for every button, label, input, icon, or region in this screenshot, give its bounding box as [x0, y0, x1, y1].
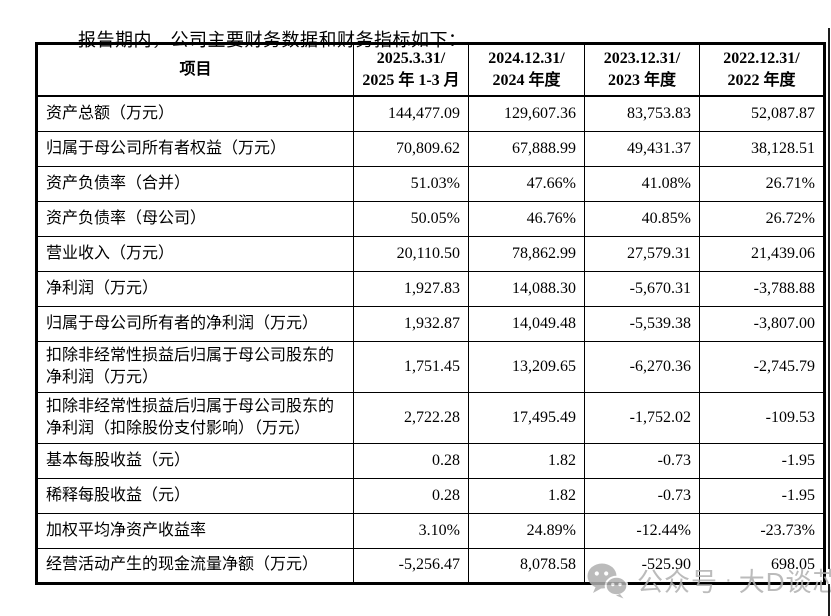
row-label: 基本每股收益（元）: [36, 442, 354, 479]
row-value: 1.82: [468, 477, 585, 514]
row-value: 26.71%: [699, 165, 825, 202]
row-label: 归属于母公司所有者权益（万元）: [36, 130, 354, 167]
row-value: 13,209.65: [468, 340, 585, 393]
header-period-2022: 2022.12.31/ 2022 年度: [699, 43, 825, 97]
table-body: 资产总额（万元） 144,477.09 129,607.36 83,753.83 52,…: [36, 95, 825, 584]
row-value: 1,927.83: [353, 270, 469, 307]
table-row: 归属于母公司所有者的净利润（万元） 1,932.87 14,049.48 -5,539…: [36, 305, 825, 342]
row-value: 14,049.48: [468, 305, 585, 342]
row-value: -3,807.00: [699, 305, 825, 342]
header-period-line1: 2025.3.31/: [376, 50, 446, 68]
page-edge-artifact: [828, 28, 830, 569]
table-row: 净利润（万元） 1,927.83 14,088.30 -5,670.31 -3,788.…: [36, 270, 825, 307]
row-label: 资产负债率（母公司）: [36, 200, 354, 237]
row-value: 2,722.28: [353, 391, 469, 444]
row-label: 资产总额（万元）: [36, 95, 354, 132]
row-label: 稀释每股收益（元）: [36, 477, 354, 514]
row-value: -0.73: [584, 477, 700, 514]
row-value: 20,110.50: [353, 235, 469, 272]
row-value: 51.03%: [353, 165, 469, 202]
header-item: 项目: [36, 43, 354, 97]
financial-table: 项目 2025.3.31/ 2025 年 1-3 月 2024.12.31/ 2…: [35, 42, 826, 585]
row-label: 净利润（万元）: [36, 270, 354, 307]
row-value: 0.28: [353, 477, 469, 514]
header-period-line2: 2025 年 1-3 月: [362, 72, 460, 89]
row-value: -0.73: [584, 442, 700, 479]
row-value: -525.90: [584, 547, 700, 584]
header-period-2023: 2023.12.31/ 2023 年度: [584, 43, 700, 97]
row-value: -5,670.31: [584, 270, 700, 307]
header-period-line1: 2022.12.31/: [723, 50, 800, 68]
row-value: -1,752.02: [584, 391, 700, 444]
table-row: 资产负债率（母公司） 50.05% 46.76% 40.85% 26.72%: [36, 200, 825, 237]
row-value: -12.44%: [584, 512, 700, 549]
row-value: 27,579.31: [584, 235, 700, 272]
row-value: -5,539.38: [584, 305, 700, 342]
row-label: 归属于母公司所有者的净利润（万元）: [36, 305, 354, 342]
row-value: 3.10%: [353, 512, 469, 549]
row-value: -3,788.88: [699, 270, 825, 307]
table-row: 归属于母公司所有者权益（万元） 70,809.62 67,888.99 49,431.…: [36, 130, 825, 167]
header-period-2024: 2024.12.31/ 2024 年度: [468, 43, 585, 97]
row-label: 经营活动产生的现金流量净额（万元）: [36, 547, 354, 584]
row-value: 698.05: [699, 547, 825, 584]
table-row: 营业收入（万元） 20,110.50 78,862.99 27,579.31 21,43…: [36, 235, 825, 272]
row-value: 46.76%: [468, 200, 585, 237]
row-value: 47.66%: [468, 165, 585, 202]
row-value: 49,431.37: [584, 130, 700, 167]
header-period-line2: 2024 年度: [492, 72, 561, 89]
table-row: 扣除非经常性损益后归属于母公司股东的净利润（万元） 1,751.45 13,209.…: [36, 340, 825, 393]
row-value: -1.95: [699, 477, 825, 514]
row-label: 扣除非经常性损益后归属于母公司股东的净利润（万元）: [36, 340, 354, 393]
row-label: 加权平均净资产收益率: [36, 512, 354, 549]
table-row: 稀释每股收益（元） 0.28 1.82 -0.73 -1.95: [36, 477, 825, 514]
row-value: 144,477.09: [353, 95, 469, 132]
row-value: 1,751.45: [353, 340, 469, 393]
header-period-2025q1: 2025.3.31/ 2025 年 1-3 月: [353, 43, 469, 97]
row-value: 1,932.87: [353, 305, 469, 342]
row-value: 38,128.51: [699, 130, 825, 167]
row-value: 1.82: [468, 442, 585, 479]
table-row: 加权平均净资产收益率 3.10% 24.89% -12.44% -23.73%: [36, 512, 825, 549]
row-value: -6,270.36: [584, 340, 700, 393]
table-row: 扣除非经常性损益后归属于母公司股东的净利润（扣除股份支付影响）（万元） 2,722…: [36, 391, 825, 444]
row-value: 129,607.36: [468, 95, 585, 132]
row-label: 营业收入（万元）: [36, 235, 354, 272]
header-period-line2: 2022 年度: [727, 72, 796, 89]
page-edge-artifact: [828, 584, 830, 616]
row-value: 52,087.87: [699, 95, 825, 132]
table-row: 资产负债率（合并） 51.03% 47.66% 41.08% 26.71%: [36, 165, 825, 202]
row-value: 41.08%: [584, 165, 700, 202]
row-value: -1.95: [699, 442, 825, 479]
row-value: -2,745.79: [699, 340, 825, 393]
table-header-row: 项目 2025.3.31/ 2025 年 1-3 月 2024.12.31/ 2…: [36, 43, 825, 97]
table-row: 资产总额（万元） 144,477.09 129,607.36 83,753.83 52,…: [36, 95, 825, 132]
row-value: 78,862.99: [468, 235, 585, 272]
row-label: 扣除非经常性损益后归属于母公司股东的净利润（扣除股份支付影响）（万元）: [36, 391, 354, 444]
table-row: 经营活动产生的现金流量净额（万元） -5,256.47 8,078.58 -525.9…: [36, 547, 825, 584]
header-period-line1: 2024.12.31/: [488, 50, 565, 68]
row-value: 50.05%: [353, 200, 469, 237]
row-value: 0.28: [353, 442, 469, 479]
row-value: 14,088.30: [468, 270, 585, 307]
table-row: 基本每股收益（元） 0.28 1.82 -0.73 -1.95: [36, 442, 825, 479]
row-value: 8,078.58: [468, 547, 585, 584]
row-value: -5,256.47: [353, 547, 469, 584]
row-value: 17,495.49: [468, 391, 585, 444]
row-value: 67,888.99: [468, 130, 585, 167]
row-value: 26.72%: [699, 200, 825, 237]
header-period-line2: 2023 年度: [607, 72, 676, 89]
row-value: 83,753.83: [584, 95, 700, 132]
row-value: 40.85%: [584, 200, 700, 237]
row-value: 21,439.06: [699, 235, 825, 272]
header-period-line1: 2023.12.31/: [603, 50, 681, 68]
row-value: -23.73%: [699, 512, 825, 549]
row-value: 70,809.62: [353, 130, 469, 167]
row-value: -109.53: [699, 391, 825, 444]
row-label: 资产负债率（合并）: [36, 165, 354, 202]
row-value: 24.89%: [468, 512, 585, 549]
